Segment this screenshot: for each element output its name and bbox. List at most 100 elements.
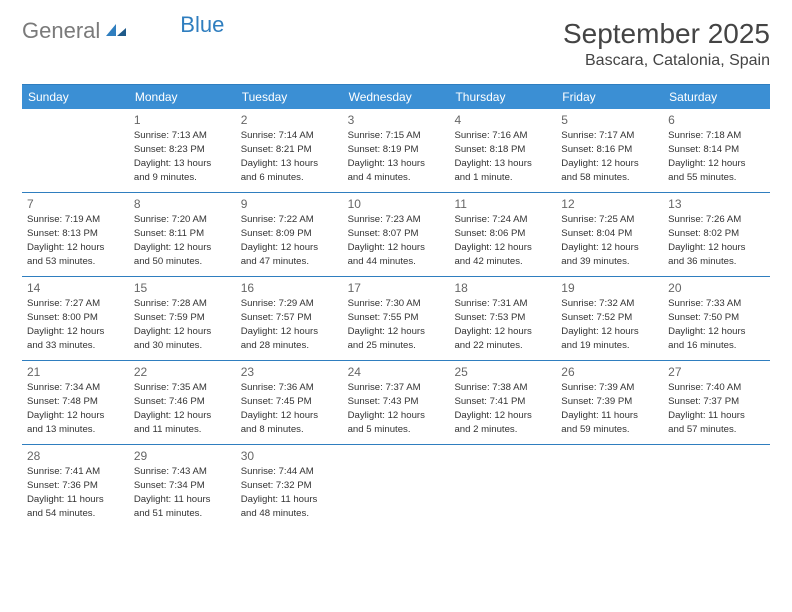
day-info: Sunrise: 7:40 AMSunset: 7:37 PMDaylight:… [668,382,765,437]
day-cell: 27Sunrise: 7:40 AMSunset: 7:37 PMDayligh… [663,361,770,444]
day-info-line: Sunrise: 7:18 AM [668,130,765,143]
day-cell: 17Sunrise: 7:30 AMSunset: 7:55 PMDayligh… [343,277,450,360]
day-info-line: Daylight: 13 hours [241,158,338,171]
day-info-line: Sunrise: 7:22 AM [241,214,338,227]
day-number: 4 [454,112,551,128]
day-info: Sunrise: 7:29 AMSunset: 7:57 PMDaylight:… [241,298,338,353]
day-number: 26 [561,364,658,380]
day-cell: 1 Sunrise: 7:13 AMSunset: 8:23 PMDaylight… [129,109,236,192]
day-cell: 3 Sunrise: 7:15 AMSunset: 8:19 PMDaylight… [343,109,450,192]
day-info-line: and 19 minutes. [561,340,658,353]
day-info-line: Sunset: 7:50 PM [668,312,765,325]
day-number: 3 [348,112,445,128]
day-info-line: Sunset: 7:55 PM [348,312,445,325]
day-cell: 10Sunrise: 7:23 AMSunset: 8:07 PMDayligh… [343,193,450,276]
day-info-line: Sunset: 7:43 PM [348,396,445,409]
day-info-line: Sunrise: 7:26 AM [668,214,765,227]
day-info-line: Sunrise: 7:39 AM [561,382,658,395]
day-cell: 21Sunrise: 7:34 AMSunset: 7:48 PMDayligh… [22,361,129,444]
day-info-line: Daylight: 12 hours [27,326,124,339]
day-info-line: Sunrise: 7:15 AM [348,130,445,143]
day-info-line: and 50 minutes. [134,256,231,269]
day-info-line: Sunset: 7:53 PM [454,312,551,325]
day-info: Sunrise: 7:24 AMSunset: 8:06 PMDaylight:… [454,214,551,269]
day-info-line: Daylight: 12 hours [454,326,551,339]
day-cell: 5Sunrise: 7:17 AMSunset: 8:16 PMDaylight… [556,109,663,192]
day-info-line: Sunset: 8:07 PM [348,228,445,241]
day-cell [556,445,663,528]
day-info-line: Sunrise: 7:38 AM [454,382,551,395]
day-info-line: and 2 minutes. [454,424,551,437]
day-info-line: Daylight: 12 hours [241,242,338,255]
day-info-line: Sunrise: 7:25 AM [561,214,658,227]
day-number: 2 [241,112,338,128]
day-info: Sunrise: 7:19 AMSunset: 8:13 PMDaylight:… [27,214,124,269]
day-info-line: Daylight: 12 hours [241,326,338,339]
day-info-line: and 13 minutes. [27,424,124,437]
day-info: Sunrise: 7:26 AMSunset: 8:02 PMDaylight:… [668,214,765,269]
day-info-line: Sunset: 7:37 PM [668,396,765,409]
day-info-line: and 36 minutes. [668,256,765,269]
day-info-line: and 1 minute. [454,172,551,185]
day-info-line: and 4 minutes. [348,172,445,185]
day-info: Sunrise: 7:38 AMSunset: 7:41 PMDaylight:… [454,382,551,437]
day-info-line: Sunset: 8:16 PM [561,144,658,157]
day-info: Sunrise: 7:15 AMSunset: 8:19 PMDaylight:… [348,130,445,185]
day-info-line: Daylight: 12 hours [668,326,765,339]
day-info-line: Sunrise: 7:30 AM [348,298,445,311]
day-info: Sunrise: 7:33 AMSunset: 7:50 PMDaylight:… [668,298,765,353]
day-info-line: Daylight: 11 hours [668,410,765,423]
day-info: Sunrise: 7:27 AMSunset: 8:00 PMDaylight:… [27,298,124,353]
day-info: Sunrise: 7:20 AMSunset: 8:11 PMDaylight:… [134,214,231,269]
day-number: 23 [241,364,338,380]
day-info-line: Daylight: 12 hours [668,158,765,171]
day-info: Sunrise: 7:39 AMSunset: 7:39 PMDaylight:… [561,382,658,437]
day-info-line: Daylight: 12 hours [134,326,231,339]
day-info: Sunrise: 7:44 AMSunset: 7:32 PMDaylight:… [241,466,338,521]
day-cell: 30Sunrise: 7:44 AMSunset: 7:32 PMDayligh… [236,445,343,528]
day-number: 12 [561,196,658,212]
day-info-line: Daylight: 12 hours [348,242,445,255]
day-info: Sunrise: 7:13 AMSunset: 8:23 PMDaylight:… [134,130,231,185]
day-cell: 8Sunrise: 7:20 AMSunset: 8:11 PMDaylight… [129,193,236,276]
day-cell: 20 Sunrise: 7:33 AMSunset: 7:50 PMDayligh… [663,277,770,360]
day-number: 1 [134,112,231,128]
week-row: 28Sunrise: 7:41 AMSunset: 7:36 PMDayligh… [22,445,770,528]
day-number: 6 [668,112,765,128]
day-info-line: Sunset: 7:45 PM [241,396,338,409]
day-number: 10 [348,196,445,212]
day-info-line: and 30 minutes. [134,340,231,353]
day-info-line: and 48 minutes. [241,508,338,521]
day-info-line: and 47 minutes. [241,256,338,269]
logo-text-general: General [22,18,100,44]
day-info-line: and 57 minutes. [668,424,765,437]
day-cell: 6Sunrise: 7:18 AMSunset: 8:14 PMDaylight… [663,109,770,192]
day-header-cell: Wednesday [343,85,450,109]
day-cell: 14Sunrise: 7:27 AMSunset: 8:00 PMDayligh… [22,277,129,360]
day-info-line: Sunset: 8:02 PM [668,228,765,241]
day-info-line: Daylight: 12 hours [134,242,231,255]
day-info-line: Sunset: 7:39 PM [561,396,658,409]
day-info: Sunrise: 7:16 AMSunset: 8:18 PMDaylight:… [454,130,551,185]
day-info-line: Daylight: 12 hours [561,326,658,339]
day-info-line: and 55 minutes. [668,172,765,185]
day-info: Sunrise: 7:25 AMSunset: 8:04 PMDaylight:… [561,214,658,269]
week-row: 1 Sunrise: 7:13 AMSunset: 8:23 PMDaylight… [22,109,770,193]
day-info-line: Sunrise: 7:29 AM [241,298,338,311]
day-info-line: Sunset: 7:46 PM [134,396,231,409]
day-info: Sunrise: 7:34 AMSunset: 7:48 PMDaylight:… [27,382,124,437]
day-header-cell: Tuesday [236,85,343,109]
day-info-line: Sunset: 8:23 PM [134,144,231,157]
day-cell: 15Sunrise: 7:28 AMSunset: 7:59 PMDayligh… [129,277,236,360]
day-info-line: Daylight: 11 hours [561,410,658,423]
day-info-line: Daylight: 13 hours [348,158,445,171]
day-cell: 18Sunrise: 7:31 AMSunset: 7:53 PMDayligh… [449,277,556,360]
day-number: 9 [241,196,338,212]
day-info: Sunrise: 7:41 AMSunset: 7:36 PMDaylight:… [27,466,124,521]
day-info: Sunrise: 7:14 AMSunset: 8:21 PMDaylight:… [241,130,338,185]
day-info-line: and 58 minutes. [561,172,658,185]
day-info-line: Sunrise: 7:20 AM [134,214,231,227]
day-info-line: Sunrise: 7:36 AM [241,382,338,395]
day-cell: 7Sunrise: 7:19 AMSunset: 8:13 PMDaylight… [22,193,129,276]
day-number: 20 [668,280,765,296]
